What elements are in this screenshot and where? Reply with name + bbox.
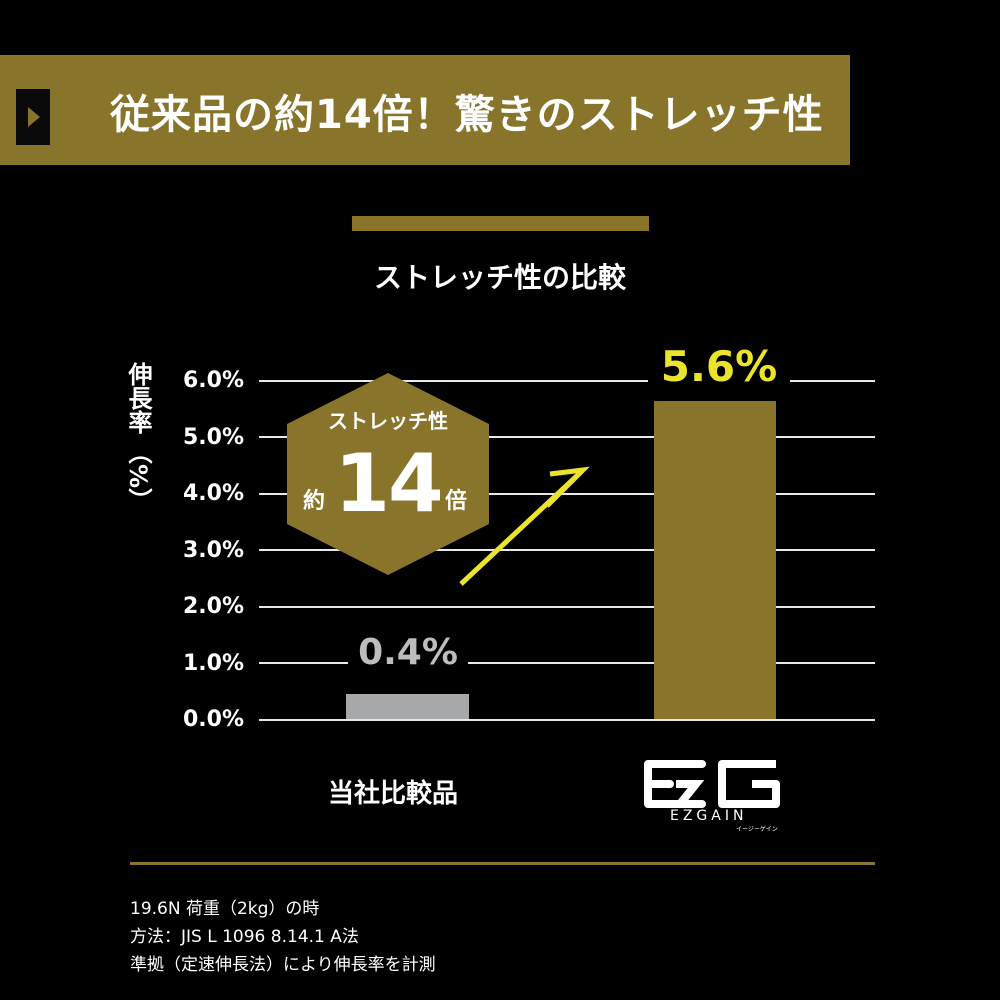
bar-ezgain [654,401,776,719]
test-conditions-notes: 19.6N 荷重（2kg）の時 方法：JIS L 1096 8.14.1 A法 … [130,895,436,979]
value-label-ezgain: 5.6% [648,342,790,391]
gridline [259,380,875,382]
badge-prefix: 約 [303,489,326,514]
play-triangle-icon [16,89,50,145]
ezgain-logo-mark-icon [644,760,780,808]
badge-number-row: 14 約 倍 [287,439,489,529]
y-tick: 0.0% [182,707,244,732]
y-tick: 6.0% [182,368,244,393]
header-banner: 従来品の約14倍！驚きのストレッチ性 [0,55,850,165]
y-tick: 3.0% [182,538,244,563]
gridline [259,662,875,664]
badge-suffix: 倍 [445,489,468,514]
bar-competitor [346,694,469,719]
y-tick: 2.0% [182,594,244,619]
chart-title: ストレッチ性の比較 [373,261,626,294]
note-line: 方法：JIS L 1096 8.14.1 A法 [130,927,359,947]
ezgain-logo-kana: イージーゲイン [736,826,778,833]
gridline [259,493,875,495]
gridline [259,436,875,438]
badge-line1: ストレッチ性 [328,409,448,433]
badge-number: 14 [334,437,443,530]
gridline [259,549,875,551]
gridline [259,606,875,608]
ezgain-logo: EZGAIN イージーゲイン [640,758,790,833]
value-label-competitor: 0.4% [348,632,468,673]
y-axis-label: 伸長率 （%） [120,362,156,512]
banner-title: 従来品の約14倍！驚きのストレッチ性 [110,92,824,138]
hexagon-shape [287,373,489,575]
up-right-arrow-icon [459,466,590,586]
note-line: 準拠（定速伸長法）により伸長率を計測 [130,955,436,975]
y-tick: 1.0% [182,651,244,676]
x-axis-line [259,719,875,721]
note-line: 19.6N 荷重（2kg）の時 [130,899,320,919]
y-tick: 4.0% [182,481,244,506]
footer-divider [130,862,875,865]
ezgain-logo-text: EZGAIN [670,808,748,824]
category-label-competitor: 当社比較品 [328,779,459,809]
y-tick: 5.0% [182,425,244,450]
y-axis-label-main: 伸長率 [124,362,152,434]
y-axis-label-unit: （%） [124,440,152,513]
title-decoration-bar [352,216,649,231]
ratio-badge: ストレッチ性 14 約 倍 [287,373,489,575]
